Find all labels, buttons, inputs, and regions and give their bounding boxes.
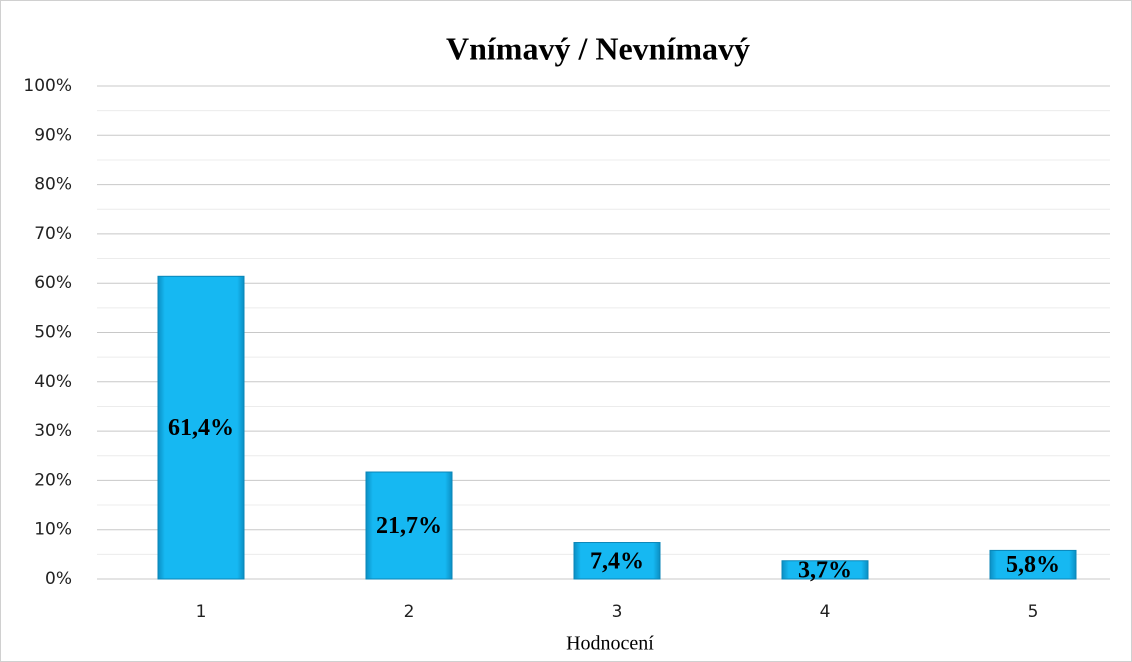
bar — [989, 549, 1077, 580]
chart-title: Vnímavý / Nevnímavý — [446, 30, 750, 66]
bar — [365, 471, 453, 580]
x-tick-label: 2 — [404, 602, 415, 622]
y-tick-label: 10% — [34, 520, 72, 540]
data-label: 61,4% — [168, 415, 234, 441]
data-label: 3,7% — [798, 557, 852, 583]
x-tick-label: 4 — [820, 602, 831, 622]
y-tick-label: 90% — [34, 125, 72, 145]
bar — [573, 542, 661, 580]
y-tick-label: 0% — [45, 569, 72, 589]
x-tick-label: 1 — [196, 602, 207, 622]
bar — [781, 560, 869, 580]
x-tick-label: 3 — [612, 602, 623, 622]
y-tick-label: 30% — [34, 421, 72, 441]
y-tick-label: 80% — [34, 175, 72, 195]
x-axis-label: Hodnocení — [566, 633, 654, 655]
bar — [157, 275, 245, 580]
y-tick-label: 40% — [34, 372, 72, 392]
data-label: 21,7% — [376, 513, 442, 539]
y-tick-label: 100% — [23, 76, 72, 96]
y-tick-label: 20% — [34, 470, 72, 490]
y-tick-label: 70% — [34, 224, 72, 244]
y-tick-label: 50% — [34, 323, 72, 343]
data-label: 7,4% — [590, 548, 644, 574]
y-tick-label: 60% — [34, 273, 72, 293]
x-tick-label: 5 — [1028, 602, 1039, 622]
data-label: 5,8% — [1006, 552, 1060, 578]
